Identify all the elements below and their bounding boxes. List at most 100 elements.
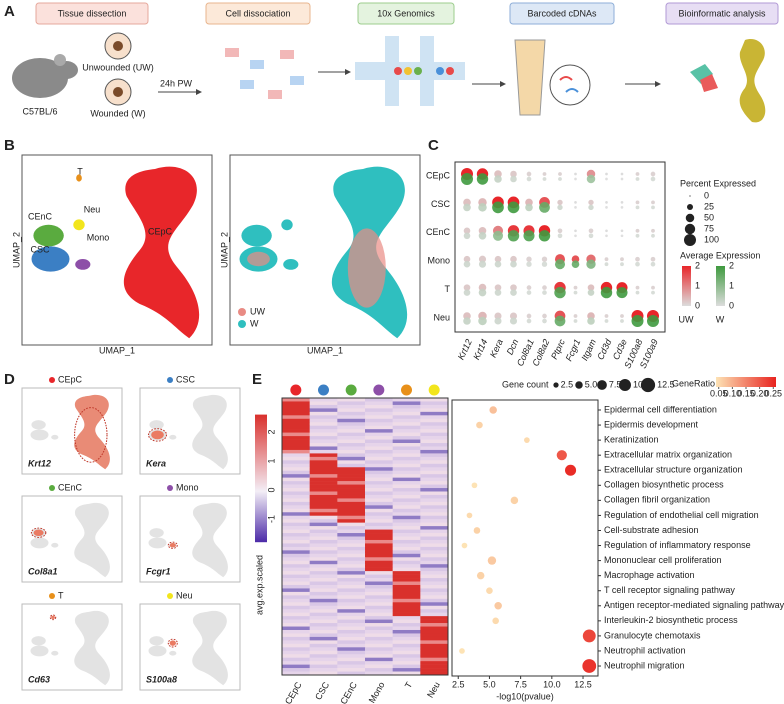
colorbar-label: avg.exp.scaled: [254, 555, 264, 615]
heatmap-cell: [282, 463, 310, 468]
heatmap-cell: [420, 422, 449, 426]
heatmap-cell: [392, 474, 421, 478]
umap-frame: [21, 495, 123, 583]
colorbar-tick: -1: [266, 515, 276, 523]
heatmap-cell: [282, 481, 310, 485]
heatmap-cell: [309, 612, 338, 617]
heatmap-cell: [309, 408, 338, 413]
heatmap-cell: [309, 526, 338, 530]
heatmap-cell: [309, 640, 338, 645]
heatmap-cell: [309, 553, 338, 558]
heatmap-cell: [309, 626, 338, 631]
dot-uw: [620, 314, 624, 318]
heatmap-cell: [337, 612, 366, 617]
heatmap-cell: [420, 650, 449, 655]
term-dot: [524, 437, 530, 443]
heatmap-cell: [365, 539, 393, 544]
dot-w: [526, 176, 532, 182]
heatmap-cell: [392, 664, 421, 669]
cluster-title: CEpC: [58, 374, 83, 384]
term-label: Granulocyte chemotaxis: [604, 630, 701, 640]
cluster-label: T: [77, 166, 83, 176]
dot-w: [588, 204, 594, 211]
umap-feature: [148, 610, 228, 686]
heatmap-cell: [420, 491, 449, 496]
dot-w: [650, 176, 656, 182]
heatmap-cell: [365, 609, 393, 613]
gene-label: Kera: [488, 338, 505, 359]
colorbar-tick: 0: [729, 300, 734, 310]
dot-w: [620, 177, 624, 181]
heatmap-cell: [365, 557, 393, 562]
colorbar: [682, 266, 691, 306]
heatmap-cell: [309, 588, 338, 593]
term-label: Regulation of endothelial cell migration: [604, 510, 759, 520]
umap-feature: [30, 502, 110, 578]
heatmap-cell: [337, 398, 366, 402]
heatmap-cell: [392, 508, 421, 513]
heatmap-cell: [282, 546, 310, 551]
heatmap-cell: [392, 564, 421, 568]
dot-w: [587, 317, 595, 325]
heatmap-cell: [420, 602, 449, 607]
cluster-dot: [167, 485, 173, 491]
heatmap-cell: [309, 474, 338, 478]
heatmap-cell: [420, 623, 449, 627]
heatmap-cell: [282, 664, 310, 669]
heatmap-cell: [420, 626, 449, 631]
heatmap-cell: [365, 411, 393, 416]
colorbar: [716, 377, 776, 387]
heatmap-cell: [420, 560, 449, 565]
heatmap-cell: [337, 671, 366, 676]
dot-uw: [509, 312, 518, 320]
heatmap-cell: [337, 508, 366, 513]
heatmap-cell: [337, 567, 366, 572]
heatmap-cell: [392, 598, 421, 603]
heatmap-cell: [420, 508, 449, 513]
heatmap-cell: [282, 453, 310, 458]
heatmap-cell: [392, 636, 421, 641]
heatmap-cell: [282, 536, 310, 541]
heatmap-cell: [420, 609, 449, 613]
term-label: Keratinization: [604, 434, 659, 444]
heatmap-cell: [309, 446, 338, 451]
heatmap-cell: [392, 612, 421, 617]
heatmap-cell: [309, 443, 338, 447]
cell-cloud: [74, 610, 110, 686]
dot-w: [557, 233, 563, 239]
dot-w: [510, 175, 517, 183]
dot-w: [605, 206, 608, 209]
heatmap-cell: [392, 491, 421, 496]
heatmap-cell: [420, 505, 449, 510]
heatmap-cell: [282, 633, 310, 638]
heatmap-cell: [309, 564, 338, 568]
legend-label: 100: [704, 234, 719, 244]
dot-w: [463, 289, 471, 296]
heatmap-cell: [365, 574, 393, 579]
heatmap-cell: [309, 432, 338, 437]
term-dot: [564, 464, 577, 476]
cell-cloud: [33, 529, 44, 537]
heatmap-cell: [282, 470, 310, 475]
heatmap-cell: [337, 654, 366, 658]
heatmap-cell: [309, 629, 338, 634]
heatmap-cell: [337, 623, 366, 627]
gene-label: Fcgr1: [146, 566, 171, 576]
legend-title: Average Expression: [680, 250, 760, 260]
dot-uw: [510, 170, 517, 178]
dot-uw: [650, 256, 656, 262]
cluster-label: CSC: [30, 244, 50, 254]
heatmap-cell: [337, 449, 366, 454]
heatmap-cell: [282, 446, 310, 451]
cell-cloud: [281, 219, 293, 231]
heatmap-cell: [420, 470, 449, 475]
heatmap-cell: [365, 491, 393, 496]
heatmap-cell: [337, 436, 366, 440]
heatmap-cell: [420, 536, 449, 541]
heatmap-cell: [282, 401, 310, 406]
term-dot: [494, 602, 502, 610]
umap-frame: [21, 154, 213, 346]
heatmap-cell: [420, 661, 449, 665]
heatmap-cell: [309, 591, 338, 596]
heatmap-cell: [309, 578, 338, 582]
